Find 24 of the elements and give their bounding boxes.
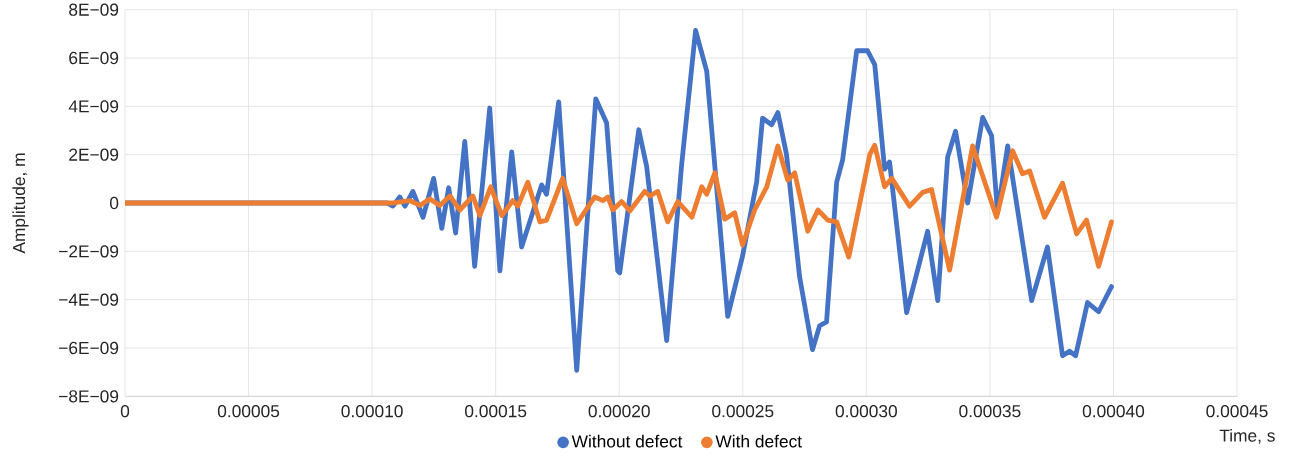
- legend-label: Without defect: [571, 434, 683, 448]
- y-tick-label: −4E−09: [59, 293, 119, 306]
- y-tick-label: 4E−09: [68, 100, 119, 113]
- y-tick-label: 6E−09: [69, 51, 119, 65]
- y-tick-label: −8E−09: [59, 390, 119, 403]
- line-series: [125, 142, 1114, 273]
- legend-label: With defect: [715, 434, 802, 448]
- y-tick-label: −6E−09: [59, 341, 119, 355]
- x-tick-label: 0.00045: [1206, 405, 1268, 418]
- x-tick-label: 0.00025: [712, 405, 774, 418]
- y-tick-label: 0: [110, 196, 119, 210]
- x-tick-label: 0.00020: [588, 405, 650, 418]
- x-tick-label: 0.00010: [341, 405, 403, 418]
- x-tick-label: 0: [120, 405, 130, 418]
- x-tick-label: 0.00005: [217, 405, 280, 418]
- y-tick-label: −2E−09: [59, 245, 119, 258]
- x-tick-label: 0.00035: [959, 405, 1021, 418]
- y-axis-title: Amplitude, m: [12, 153, 29, 254]
- x-axis-title: Time, s: [1219, 429, 1275, 444]
- x-tick-label: 0.00040: [1082, 405, 1145, 418]
- y-tick-label: 2E−09: [69, 148, 119, 161]
- x-tick-label: 0.00015: [465, 405, 527, 418]
- x-tick-label: 0.00030: [835, 405, 897, 418]
- y-tick-label: 8E−09: [69, 3, 119, 16]
